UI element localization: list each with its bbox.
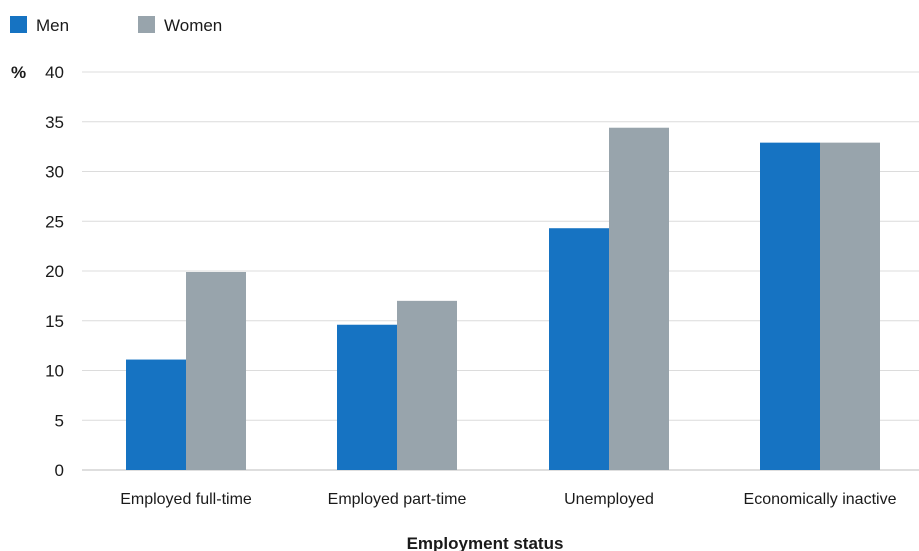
legend-swatch-women — [138, 16, 155, 33]
y-axis-ticks: 0 5 10 15 20 25 30 35 40 — [45, 63, 64, 480]
bar-men-0 — [126, 359, 186, 470]
bar-women-3 — [820, 142, 880, 470]
y-tick-label-30: 30 — [45, 163, 64, 182]
legend-label-men: Men — [36, 16, 69, 35]
y-tick-label-15: 15 — [45, 312, 64, 331]
y-tick-label-20: 20 — [45, 262, 64, 281]
x-category-label-1: Employed part-time — [328, 491, 467, 508]
bar-women-1 — [397, 300, 457, 470]
legend-label-women: Women — [164, 16, 222, 35]
bar-women-0 — [186, 271, 246, 470]
y-tick-label-25: 25 — [45, 212, 64, 231]
x-axis-categories: Employed full-time Employed part-time Unem… — [120, 491, 896, 508]
y-tick-label-40: 40 — [45, 63, 64, 82]
y-tick-label-0: 0 — [55, 461, 64, 480]
legend: Men Women — [10, 16, 222, 35]
x-category-label-2: Unemployed — [564, 491, 654, 508]
y-tick-label-5: 5 — [55, 411, 64, 430]
legend-swatch-men — [10, 16, 27, 33]
y-tick-label-35: 35 — [45, 113, 64, 132]
bar-women-2 — [609, 127, 669, 470]
bar-men-1 — [337, 324, 397, 470]
bar-men-2 — [549, 228, 609, 470]
x-category-label-0: Employed full-time — [120, 491, 252, 508]
y-axis-unit-label: % — [11, 63, 26, 82]
bar-men-3 — [760, 142, 820, 470]
y-tick-label-10: 10 — [45, 362, 64, 381]
x-axis-title: Employment status — [407, 534, 564, 551]
x-category-label-3: Economically inactive — [744, 491, 897, 508]
bars — [126, 127, 880, 470]
